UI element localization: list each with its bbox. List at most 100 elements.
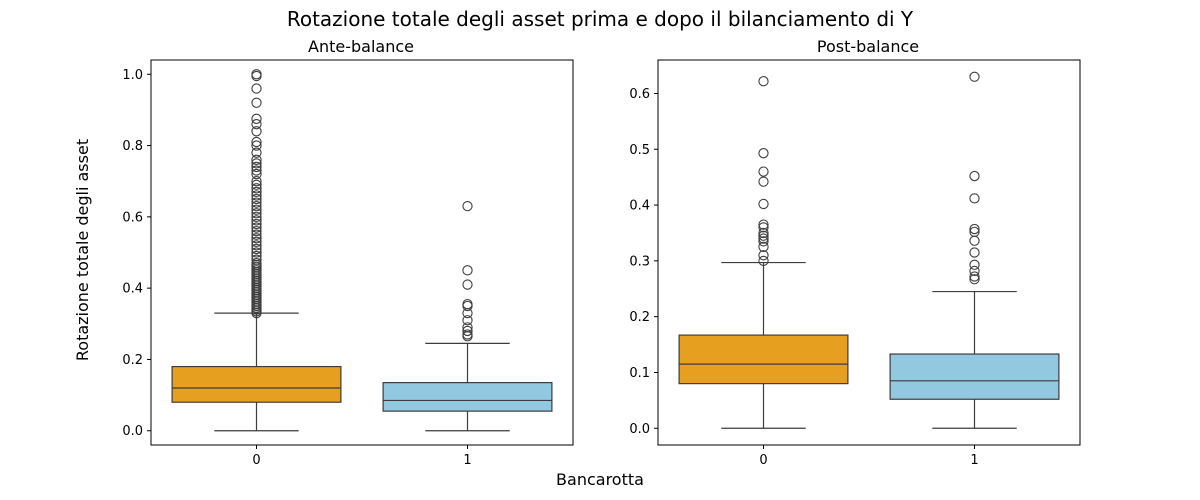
outlier-point: [462, 315, 473, 326]
outlier-point: [251, 158, 262, 169]
outlier-point: [251, 97, 262, 108]
outlier-point: [251, 147, 262, 158]
y-tick-label: 0.8: [122, 139, 143, 154]
y-tick-label: 0.0: [629, 422, 650, 437]
outlier-point: [969, 259, 980, 270]
outlier-point: [969, 235, 980, 246]
outlier-point: [462, 201, 473, 212]
outlier-point: [251, 236, 262, 247]
y-tick-label: 1.0: [122, 68, 143, 83]
box-category-1: [382, 382, 553, 412]
outlier-point: [251, 113, 262, 124]
outlier-point: [251, 154, 262, 165]
y-tick-label: 0.6: [629, 87, 650, 102]
outlier-point: [251, 218, 262, 230]
x-tick-label: 0: [759, 453, 767, 468]
outlier-point: [251, 126, 262, 137]
subplot-title: Ante-balance: [308, 37, 414, 56]
y-tick-label: 0.1: [629, 366, 650, 381]
x-tick-label: 1: [463, 453, 471, 468]
outlier-point: [462, 265, 473, 276]
y-tick-label: 0.2: [122, 353, 143, 368]
outlier-point: [251, 201, 262, 212]
outlier-point: [251, 222, 262, 233]
outlier-point: [969, 170, 980, 182]
axes-frame: [657, 59, 1081, 446]
outlier-point: [758, 230, 769, 241]
x-tick-label: 0: [252, 453, 260, 468]
y-tick-label: 0.3: [629, 254, 650, 269]
outlier-point: [758, 236, 769, 247]
outlier-point: [251, 211, 262, 223]
y-tick-label: 0.2: [629, 310, 650, 325]
outlier-point: [251, 179, 262, 190]
outlier-point: [251, 254, 262, 265]
outlier-point: [758, 76, 769, 87]
outlier-point: [251, 83, 262, 94]
y-tick-label: 0.0: [122, 424, 143, 439]
outlier-point: [251, 225, 262, 237]
outlier-point: [758, 198, 769, 210]
figure-ylabel: Rotazione totale degli asset: [73, 139, 92, 361]
outlier-point: [758, 148, 769, 159]
axes-frame: [150, 59, 574, 446]
outlier-point: [251, 229, 262, 240]
outlier-point: [969, 193, 980, 204]
outlier-point: [251, 183, 262, 194]
y-tick-label: 0.6: [122, 210, 143, 225]
outlier-point: [251, 250, 262, 262]
outlier-point: [462, 329, 473, 340]
outlier-point: [462, 322, 473, 333]
outlier-point: [758, 176, 769, 187]
outlier-point: [969, 271, 980, 282]
outlier-point: [251, 119, 262, 130]
outlier-point: [969, 247, 980, 258]
y-tick-label: 0.4: [122, 282, 143, 297]
outlier-point: [758, 222, 769, 233]
outlier-point: [251, 190, 262, 201]
outlier-point: [758, 233, 769, 244]
figure-xlabel: Bancarotta: [556, 470, 644, 489]
outlier-point: [758, 227, 769, 239]
outlier-point: [251, 186, 262, 198]
outlier-point: [251, 247, 262, 258]
outlier-point: [251, 204, 262, 215]
subplot-title: Post-balance: [817, 37, 919, 56]
outlier-point: [758, 250, 769, 261]
figure-title: Rotazione totale degli asset prima e dop…: [287, 7, 914, 31]
post-balance-plot: Post-balance 0.0 0.1 0.2 0.3 0.4 0.5 0.6 0 1: [629, 37, 1081, 468]
outlier-point: [251, 176, 262, 187]
outlier-point: [758, 166, 769, 177]
outlier-point: [251, 136, 262, 148]
outlier-point: [969, 71, 980, 82]
outlier-point: [462, 325, 473, 337]
y-tick-label: 0.4: [629, 199, 650, 214]
x-tick-label: 1: [970, 453, 978, 468]
outlier-point: [251, 140, 262, 151]
box-category-1: [889, 353, 1060, 400]
outlier-point: [251, 69, 262, 80]
outlier-point: [462, 299, 473, 310]
outlier-point: [251, 240, 262, 251]
outlier-point: [251, 193, 262, 205]
outlier-point: [251, 197, 262, 208]
outlier-point: [758, 255, 769, 267]
outlier-point: [251, 161, 262, 173]
outlier-point: [969, 226, 980, 238]
box-category-0: [678, 334, 849, 385]
outlier-point: [251, 165, 262, 176]
outlier-point: [251, 258, 262, 269]
outlier-point: [969, 265, 980, 277]
outlier-point: [251, 215, 262, 226]
outlier-point: [251, 233, 262, 244]
outlier-point: [462, 279, 473, 290]
y-tick-label: 0.5: [629, 143, 650, 158]
outlier-point: [969, 223, 980, 235]
outlier-point: [969, 274, 980, 285]
outlier-point: [758, 219, 769, 230]
outlier-point: [251, 168, 262, 180]
outlier-point: [251, 243, 262, 255]
outlier-point: [758, 241, 769, 253]
box-category-0: [171, 365, 342, 403]
